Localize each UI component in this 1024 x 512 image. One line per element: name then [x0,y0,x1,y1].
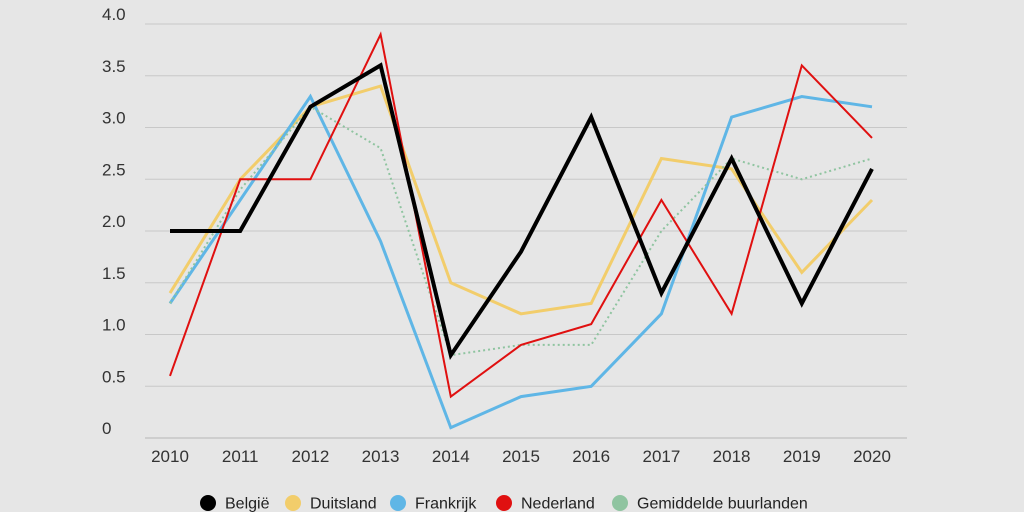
legend-label: Nederland [521,496,595,512]
x-tick-label: 2010 [151,447,189,466]
series-line-gemiddelde-buurlanden [169,105,873,357]
legend-marker [612,495,628,511]
legend-marker [496,495,512,511]
y-tick-label: 0.5 [102,367,126,386]
y-tick-label: 1.0 [102,316,126,335]
legend-marker [390,495,406,511]
y-tick-label: 3.0 [102,109,126,128]
legend-label: Frankrijk [415,496,477,512]
x-tick-label: 2014 [432,447,470,466]
x-tick-label: 2020 [853,447,891,466]
y-tick-label: 0 [102,419,111,438]
series-line-duitsland [168,84,874,316]
series-line-frankrijk [168,93,873,430]
series-line-belgië [170,62,874,361]
series-line-nederland [169,31,873,399]
series-lines [168,31,874,430]
legend-label: Gemiddelde buurlanden [637,496,808,512]
x-tick-label: 2011 [222,447,259,466]
legend-label: België [225,496,270,512]
legend-marker [200,495,216,511]
x-tick-label: 2012 [291,447,329,466]
legend: België Duitsland Frankrijk Nederland Gemidde… [200,495,808,512]
y-tick-label: 3.5 [102,57,126,76]
y-tick-label: 4.0 [102,5,126,24]
x-tick-label: 2018 [713,447,751,466]
y-tick-label: 2.0 [102,212,126,231]
x-tick-label: 2019 [783,447,821,466]
x-axis-ticks: 2010 2011 2012 2013 2014 2015 2016 2017 2018 2019… [151,447,891,466]
legend-label: Duitsland [310,496,377,512]
y-axis-ticks: 0 0.5 1.0 1.5 2.0 2.5 3.0 3.5 4.0 [102,5,126,438]
legend-marker [285,495,301,511]
x-tick-label: 2013 [362,447,400,466]
gridlines [145,23,907,439]
y-tick-label: 1.5 [102,264,126,283]
x-tick-label: 2017 [642,447,680,466]
y-tick-label: 2.5 [102,160,126,179]
x-tick-label: 2015 [502,447,540,466]
x-tick-label: 2016 [572,447,610,466]
